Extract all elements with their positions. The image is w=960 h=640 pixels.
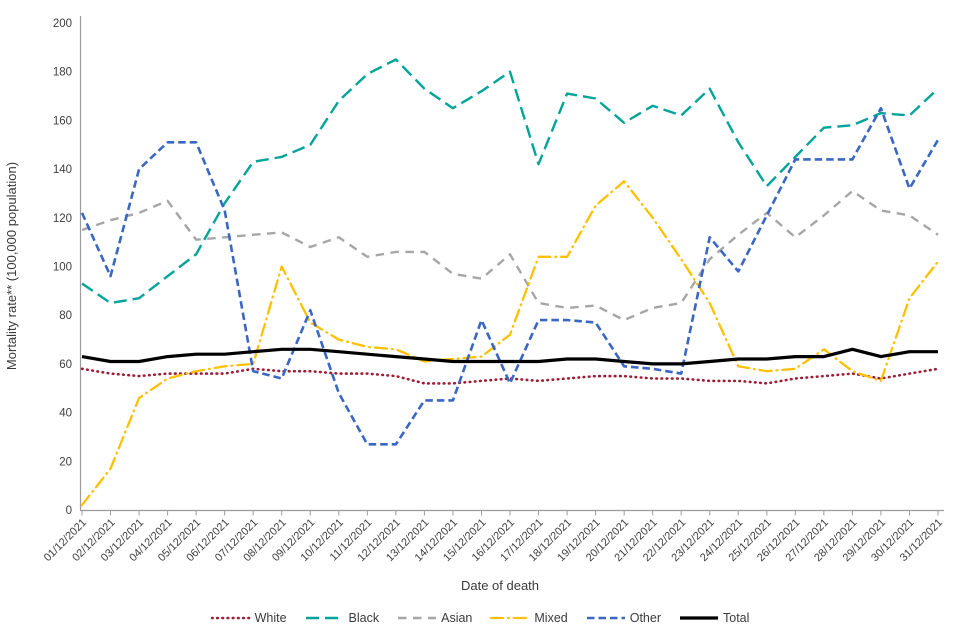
- legend-marker-white: [210, 616, 251, 620]
- series-line-asian: [81, 189, 939, 322]
- legend-label: Other: [629, 611, 661, 625]
- legend-marker-mixed: [490, 616, 531, 620]
- legend-item-mixed: Mixed: [490, 611, 568, 625]
- axes-layer: 02040608010012014016018020001/12/202102/…: [42, 16, 945, 564]
- legend-label: Total: [723, 611, 750, 625]
- legend-item-asian: Asian: [397, 611, 472, 625]
- legend-label: Mixed: [534, 611, 568, 625]
- series-line-white: [80, 367, 940, 385]
- y-axis-title: Mortality rate** (100,000 population): [4, 162, 19, 370]
- y-tick-label: 100: [53, 262, 72, 274]
- series-layer: [80, 58, 940, 507]
- legend-label: Asian: [441, 611, 473, 625]
- y-tick-label: 180: [53, 67, 72, 79]
- legend-item-white: White: [210, 611, 287, 625]
- y-tick-label: 160: [53, 115, 72, 127]
- series-line-black: [81, 58, 939, 305]
- y-tick-label: 200: [53, 18, 72, 30]
- legend-marker-other: [586, 616, 625, 620]
- y-tick-label: 40: [59, 408, 72, 420]
- legend-marker-total: [680, 616, 718, 620]
- series-line-mixed: [80, 180, 940, 507]
- legend-item-total: Total: [679, 611, 749, 625]
- legend-item-other: Other: [586, 611, 661, 625]
- legend-marker-asian: [398, 616, 437, 620]
- legend-label: Black: [348, 611, 380, 625]
- legend-item-black: Black: [305, 611, 380, 625]
- legend-label: White: [254, 611, 287, 625]
- y-tick-label: 20: [59, 456, 72, 468]
- y-tick-label: 80: [59, 310, 72, 322]
- legend-marker-black: [305, 616, 344, 620]
- y-tick-label: 120: [53, 213, 72, 225]
- series-line-other: [80, 106, 940, 446]
- chart-legend: White Black Asian Mixed Other Total: [0, 604, 960, 632]
- y-tick-label: 60: [59, 359, 72, 371]
- series-line-total: [81, 347, 938, 366]
- y-tick-label: 0: [66, 505, 72, 517]
- y-tick-label: 140: [53, 164, 72, 176]
- x-axis-title: Date of death: [461, 578, 539, 593]
